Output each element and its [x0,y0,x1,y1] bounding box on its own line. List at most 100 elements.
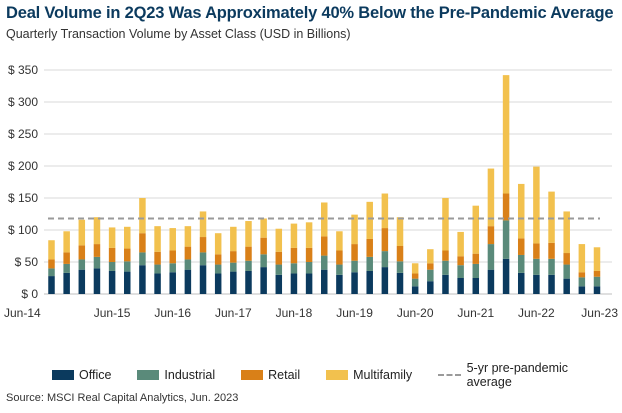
bar-segment-industrial [487,244,495,270]
bar-segment-retail [290,247,298,264]
bar-segment-office [245,270,252,294]
bar-segment-multifamily [351,214,358,245]
bar-segment-multifamily [139,198,146,234]
bar-segment-industrial [336,264,343,275]
bar-segment-industrial [411,278,419,287]
bar-segment-multifamily [93,217,101,245]
bar-segment-retail [124,248,131,262]
legend-label-average: 5-yr pre-pandemic average [466,361,569,389]
bar-segment-industrial [108,262,116,271]
bar-segment-retail [366,238,373,257]
bar-segment-retail [169,250,176,264]
legend-swatch-industrial [137,370,160,380]
bar-segment-retail [502,193,510,221]
bar-segment-office [396,272,404,294]
bar-segment-retail [548,242,555,259]
bar-segment-industrial [578,277,586,287]
bar-segment-office [63,272,70,294]
y-tick-label: $ 100 [8,223,38,237]
bar-segment-retail [154,251,161,265]
bar-segment-retail [578,272,586,278]
bar-segment-retail [184,246,192,260]
bar-segment-industrial [214,264,222,274]
bar-segment-industrial [366,256,373,271]
bar-segment-office [290,273,298,294]
bar-segment-multifamily [563,211,570,254]
bar-segment-retail [427,263,434,270]
y-tick-label: $ 350 [8,63,38,77]
bar-segment-multifamily [214,233,222,255]
bar-segment-industrial [457,265,464,278]
x-tick-label: Jun-22 [518,306,555,320]
bar-segment-retail [396,246,404,262]
bar-segment-retail [260,237,267,255]
bar-segment-office [517,272,525,294]
y-tick-label: $ 200 [8,159,38,173]
x-tick-label: Jun-23 [581,306,618,320]
bar-segment-retail [245,246,252,261]
bar-segment-office [214,273,222,294]
y-tick-label: $ 0 [21,287,38,301]
bar-segment-multifamily [487,168,495,227]
bar-segment-industrial [48,268,55,277]
bar-segment-multifamily [472,205,480,254]
bar-segment-office [321,269,328,294]
legend-swatch-average [438,374,461,376]
bar-segment-multifamily [396,217,404,246]
chart-title: Deal Volume in 2Q23 Was Approximately 40… [6,4,614,22]
bar-segment-office [533,274,540,294]
bar-segment-industrial [472,263,480,278]
legend-item-office: Office [52,361,111,389]
bar-segment-industrial [78,259,86,270]
bar-segment-retail [563,253,570,265]
y-tick-label: $ 300 [8,95,38,109]
bar-segment-multifamily [184,226,192,247]
bar-segment-retail [275,251,283,265]
bar-segment-multifamily [517,183,525,239]
bar-segment-office [381,267,389,294]
legend-swatch-multifamily [326,370,349,380]
bar-segment-office [427,281,434,294]
bar-segment-multifamily [411,263,419,274]
bar-segment-retail [411,273,419,279]
bar-segment-retail [230,251,237,263]
bar-segment-multifamily [78,219,86,246]
bar-segment-multifamily [48,240,55,260]
bar-segment-multifamily [548,191,555,243]
bar-segment-multifamily [305,222,313,248]
legend: Office Industrial Retail Multifamily 5-y… [52,361,622,389]
bar-segment-industrial [305,262,313,274]
legend-swatch-retail [241,370,264,380]
bar-segment-multifamily [63,231,70,253]
legend-label-multifamily: Multifamily [353,368,413,382]
bar-segment-industrial [63,263,70,273]
legend-label-retail: Retail [268,368,301,382]
bar-segment-office [548,274,555,294]
bar-segment-multifamily [578,244,586,273]
bar-segment-office [305,273,313,294]
bar-segment-retail [457,256,464,266]
bar-segment-office [351,272,358,294]
bar-segment-industrial [442,260,449,275]
bar-segment-industrial [381,251,389,268]
x-tick-label: Jun-21 [457,306,494,320]
bar-segment-multifamily [154,226,161,252]
x-tick-label: Jun-14 [4,306,41,320]
bar-segment-multifamily [381,193,389,229]
bar-segment-retail [93,244,101,257]
bar-segment-industrial [154,264,161,274]
x-tick-label: Jun-17 [215,306,252,320]
bar-segment-office [336,274,343,294]
bar-segment-industrial [533,258,540,275]
bar-segment-industrial [184,259,192,270]
bar-segment-multifamily [502,75,510,194]
bar-segment-office [366,270,373,294]
x-tick-label: Jun-19 [336,306,373,320]
bar-segment-office [48,276,55,294]
bar-segment-multifamily [336,231,343,251]
bar-segment-office [442,274,449,294]
bar-segment-multifamily [442,198,449,251]
bar-segment-office [487,269,495,294]
bar-segment-office [169,272,176,294]
bar-segment-multifamily [366,201,373,239]
